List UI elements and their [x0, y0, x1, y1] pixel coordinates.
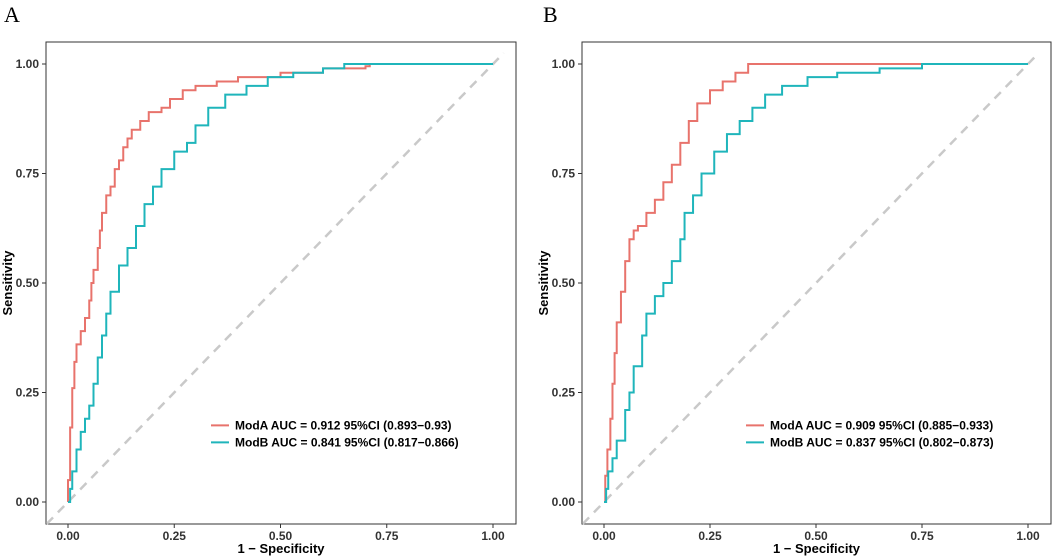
roc-curve-moda [67, 64, 371, 502]
roc-curve-moda [604, 63, 922, 503]
y-tick-label: 0.00 [16, 495, 40, 509]
y-tick-label: 0.00 [552, 495, 576, 509]
diagonal-reference-line [581, 52, 1040, 525]
legend-entry: ModA AUC = 0.909 95%CI (0.885−0.933) [770, 418, 993, 432]
x-tick-label: 0.75 [375, 529, 399, 543]
x-tick-label: 0.50 [804, 529, 828, 543]
x-tick-label: 0.25 [698, 529, 722, 543]
panel-b: B 0.00 0.25 0.50 0.75 1.00 0.00 0.25 0.50 0.75 1.0… [536, 2, 1052, 556]
x-tick-label: 1.00 [481, 529, 505, 543]
x-tick-label: 0.00 [56, 529, 80, 543]
y-axis-title: Sensitivity [536, 250, 551, 316]
y-tick-label: 1.00 [552, 57, 576, 71]
y-tick-label: 0.25 [552, 386, 576, 400]
x-axis-title: 1 − Specificity [773, 541, 861, 556]
panel-label: B [543, 2, 558, 27]
diagonal-reference-line [45, 52, 505, 525]
x-tick-label: 1.00 [1016, 529, 1040, 543]
x-tick-label: 0.00 [592, 529, 616, 543]
x-tick-label: 0.75 [910, 529, 934, 543]
y-tick-label: 1.00 [16, 57, 40, 71]
x-tick-label: 0.50 [269, 529, 293, 543]
y-axis-title: Sensitivity [0, 250, 15, 316]
y-tick-label: 0.75 [16, 167, 40, 181]
roc-curve-modb [68, 63, 493, 503]
plot-border [581, 41, 1052, 525]
panel-label: A [4, 2, 20, 27]
y-tick-label: 0.50 [552, 276, 576, 290]
y-tick-label: 0.75 [552, 167, 576, 181]
x-axis-title: 1 − Specificity [237, 541, 325, 556]
roc-curve-modb [604, 63, 1028, 503]
x-tick-label: 0.25 [163, 529, 187, 543]
legend-entry: ModB AUC = 0.837 95%CI (0.802−0.873) [770, 435, 994, 449]
panel-a: A 0.00 0.25 0.50 0.75 1.00 0.00 0.25 0.50 0.75 1.0… [0, 2, 517, 556]
legend-entry: ModB AUC = 0.841 95%CI (0.817−0.866) [235, 435, 459, 449]
legend-entry: ModA AUC = 0.912 95%CI (0.893−0.93) [235, 418, 452, 432]
y-tick-label: 0.50 [16, 276, 40, 290]
y-tick-label: 0.25 [16, 386, 40, 400]
